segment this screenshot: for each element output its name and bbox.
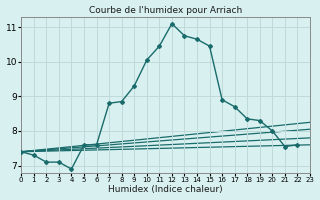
X-axis label: Humidex (Indice chaleur): Humidex (Indice chaleur) (108, 185, 223, 194)
Title: Courbe de l'humidex pour Arriach: Courbe de l'humidex pour Arriach (89, 6, 242, 15)
